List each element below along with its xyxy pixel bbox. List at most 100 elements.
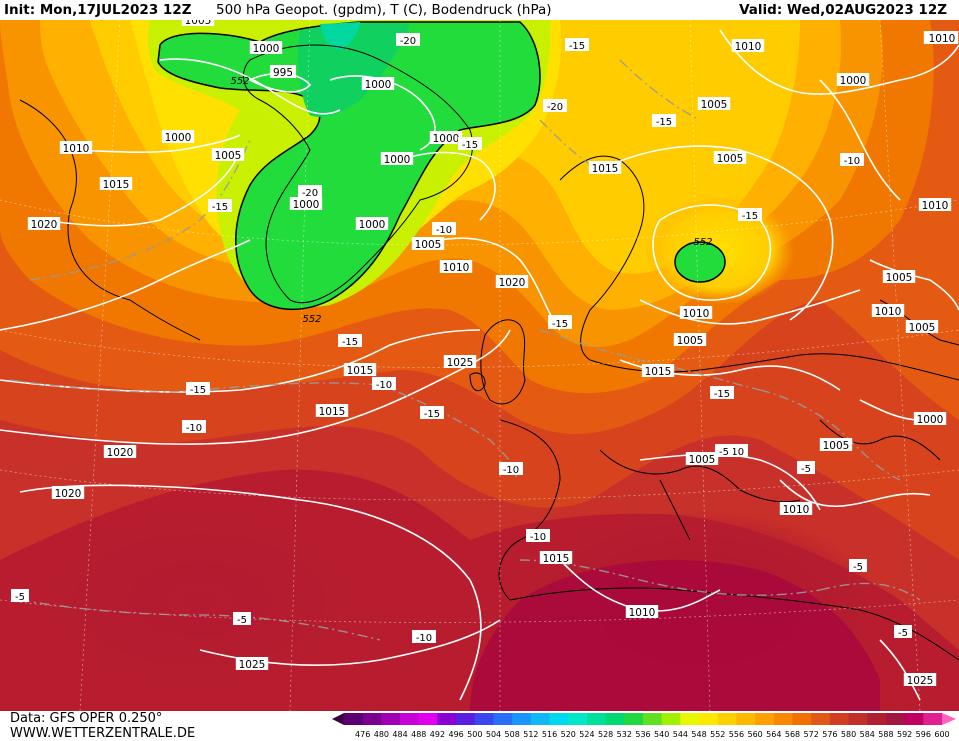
temperature-label: -10 xyxy=(436,225,452,236)
pressure-label-bg xyxy=(903,673,937,686)
scale-swatch xyxy=(773,713,793,725)
temperature-label-bg xyxy=(526,529,550,542)
temperature-label: -20 xyxy=(547,102,563,113)
temperature-label-bg xyxy=(372,377,396,390)
pressure-label: 1015 xyxy=(347,365,374,377)
temperature-label-bg xyxy=(186,382,210,395)
scale-swatch xyxy=(362,713,382,725)
scale-swatch xyxy=(848,713,868,725)
scale-tick-label: 600 xyxy=(934,730,949,739)
pressure-label-bg xyxy=(679,306,713,319)
scale-tick-label: 588 xyxy=(878,730,893,739)
scale-tick-label: 516 xyxy=(542,730,557,739)
temperature-label-bg xyxy=(338,334,362,347)
scale-tick-label: 492 xyxy=(430,730,445,739)
pressure-label: 1000 xyxy=(165,132,192,144)
pressure-label-bg xyxy=(779,502,813,515)
pressure-label-bg xyxy=(918,198,952,211)
temperature-label: -15 xyxy=(742,211,758,222)
scale-arrow-left xyxy=(332,713,344,725)
pressure-label: 1005 xyxy=(215,150,242,162)
scale-tick-label: 584 xyxy=(860,730,875,739)
pressure-label: 1000 xyxy=(293,199,320,211)
geopotential-labels: 552 552 552 xyxy=(230,76,712,325)
scale-tick-label: 580 xyxy=(841,730,856,739)
pressure-label-bg xyxy=(871,304,905,317)
pressure-label: 1020 xyxy=(499,277,526,289)
pressure-label: 995 xyxy=(273,67,293,79)
temperature-label: -5 xyxy=(15,592,25,603)
pressure-label-bg xyxy=(380,152,414,165)
geopotential-label: 552 xyxy=(693,237,712,248)
pressure-label-bg xyxy=(161,130,195,143)
pressure-label: 1010 xyxy=(875,306,902,318)
pressure-label: 1010 xyxy=(683,308,710,320)
pressure-label-bg xyxy=(697,97,731,110)
pressure-label: 1005 xyxy=(886,272,913,284)
temperature-label: -10 xyxy=(186,423,202,434)
color-scale: 476 480 484 488 492 496 500 504 508 512 516 520 524 5… xyxy=(332,713,956,739)
pressure-label-bg xyxy=(289,197,323,210)
scale-tick-label: 488 xyxy=(411,730,426,739)
temperature-label-bg xyxy=(715,444,733,457)
temperature-label: -10 xyxy=(844,156,860,167)
pressure-label: 1015 xyxy=(645,366,672,378)
temperature-label: -10 xyxy=(416,633,432,644)
pressure-label: 1000 xyxy=(253,43,280,55)
scale-tick-label: 480 xyxy=(374,730,389,739)
scale-tick-label: 504 xyxy=(486,730,501,739)
pressure-label-bg xyxy=(439,260,473,273)
scale-tick-label: 484 xyxy=(392,730,407,739)
temperature-label: -15 xyxy=(552,319,568,330)
scale-swatch xyxy=(530,713,551,725)
pressure-label-bg xyxy=(882,270,916,283)
temperature-label: -15 xyxy=(714,389,730,400)
scale-tick-label: 540 xyxy=(654,730,669,739)
temperature-label: -15 xyxy=(342,337,358,348)
pressure-label-bg xyxy=(103,445,137,458)
pressure-label: 1015 xyxy=(319,406,346,418)
scale-swatch xyxy=(736,713,756,725)
pressure-label-bg xyxy=(361,77,395,90)
pressure-label: 1010 xyxy=(629,607,656,619)
pressure-label-bg xyxy=(925,31,959,44)
scale-swatch xyxy=(755,713,775,725)
temperature-label-bg xyxy=(11,589,29,602)
valid-time: Valid: Wed,02AUG2023 12Z xyxy=(739,2,947,18)
pressure-label: 1005 xyxy=(717,153,744,165)
pressure-label: 1010 xyxy=(922,200,949,212)
temperature-label-bg xyxy=(565,38,589,51)
pressure-label: 1000 xyxy=(384,154,411,166)
scale-swatch xyxy=(624,713,644,725)
temperature-label-bg xyxy=(894,625,912,638)
pressure-label-bg xyxy=(343,363,377,376)
scale-swatch xyxy=(605,713,625,725)
scale-tick-label: 528 xyxy=(598,730,613,739)
pressure-label: 1015 xyxy=(592,163,619,175)
pressure-label-bg xyxy=(59,141,93,154)
scale-tick-label: 500 xyxy=(467,730,482,739)
scale-swatch xyxy=(923,713,943,725)
scale-tick-label: 556 xyxy=(729,730,744,739)
temperature-labels: -20-15-20-15-15-20-15-10-15-10-15-15-10-… xyxy=(11,33,912,644)
pressure-label-bg xyxy=(495,275,529,288)
temperature-label: -20 xyxy=(302,188,318,199)
temperature-label-bg xyxy=(548,316,572,329)
pressure-label-bg xyxy=(588,161,622,174)
temperature-label: -5 xyxy=(898,628,908,639)
pressure-label: 1000 xyxy=(840,75,867,87)
pressure-label: 1010 xyxy=(735,41,762,53)
pressure-label-bg xyxy=(731,39,765,52)
pressure-label-bg xyxy=(905,320,939,333)
pressure-label-bg xyxy=(836,73,870,86)
pressure-label: 1005 xyxy=(415,239,442,251)
scale-tick-label: 548 xyxy=(691,730,706,739)
temperature-label-bg xyxy=(738,208,762,221)
scale-tick-label: 544 xyxy=(673,730,688,739)
pressure-label: 1010 xyxy=(443,262,470,274)
pressure-label-bg xyxy=(819,438,853,451)
scale-tick-label: 592 xyxy=(897,730,912,739)
scale-tick-label: 576 xyxy=(822,730,837,739)
pressure-label-bg xyxy=(625,605,659,618)
